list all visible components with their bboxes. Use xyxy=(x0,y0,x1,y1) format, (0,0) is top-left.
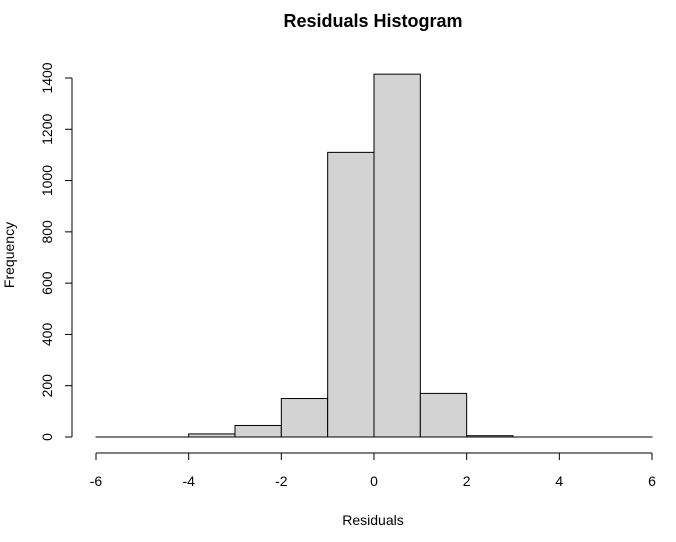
y-axis: 0 200 400 600 800 1000 1200 1400 xyxy=(39,62,72,441)
y-tick-label: 1000 xyxy=(39,165,55,196)
histogram-bar xyxy=(328,152,374,437)
y-tick-label: 800 xyxy=(39,220,55,244)
y-tick-label: 1200 xyxy=(39,114,55,145)
y-tick-label: 600 xyxy=(39,271,55,295)
chart-title: Residuals Histogram xyxy=(283,11,462,31)
y-tick-label: 200 xyxy=(39,374,55,398)
y-tick-label: 1400 xyxy=(39,62,55,93)
histogram-bar xyxy=(420,393,466,437)
y-tick-label: 0 xyxy=(39,433,55,441)
x-axis: -6 -4 -2 0 2 4 6 xyxy=(90,453,656,489)
y-axis-label: Frequency xyxy=(1,222,17,288)
histogram-bar xyxy=(281,399,327,437)
x-tick-label: 0 xyxy=(370,473,378,489)
histogram-bar xyxy=(374,74,420,437)
histogram-bar xyxy=(467,436,513,437)
x-tick-label: -4 xyxy=(182,473,195,489)
bars-group xyxy=(96,74,652,437)
x-axis-label: Residuals xyxy=(342,512,403,528)
histogram-bar xyxy=(235,425,281,437)
x-tick-label: 6 xyxy=(648,473,656,489)
x-tick-label: -2 xyxy=(275,473,288,489)
x-tick-label: 2 xyxy=(463,473,471,489)
x-tick-label: -6 xyxy=(90,473,103,489)
x-tick-label: 4 xyxy=(555,473,563,489)
histogram-bar xyxy=(189,434,235,437)
y-tick-label: 400 xyxy=(39,323,55,347)
